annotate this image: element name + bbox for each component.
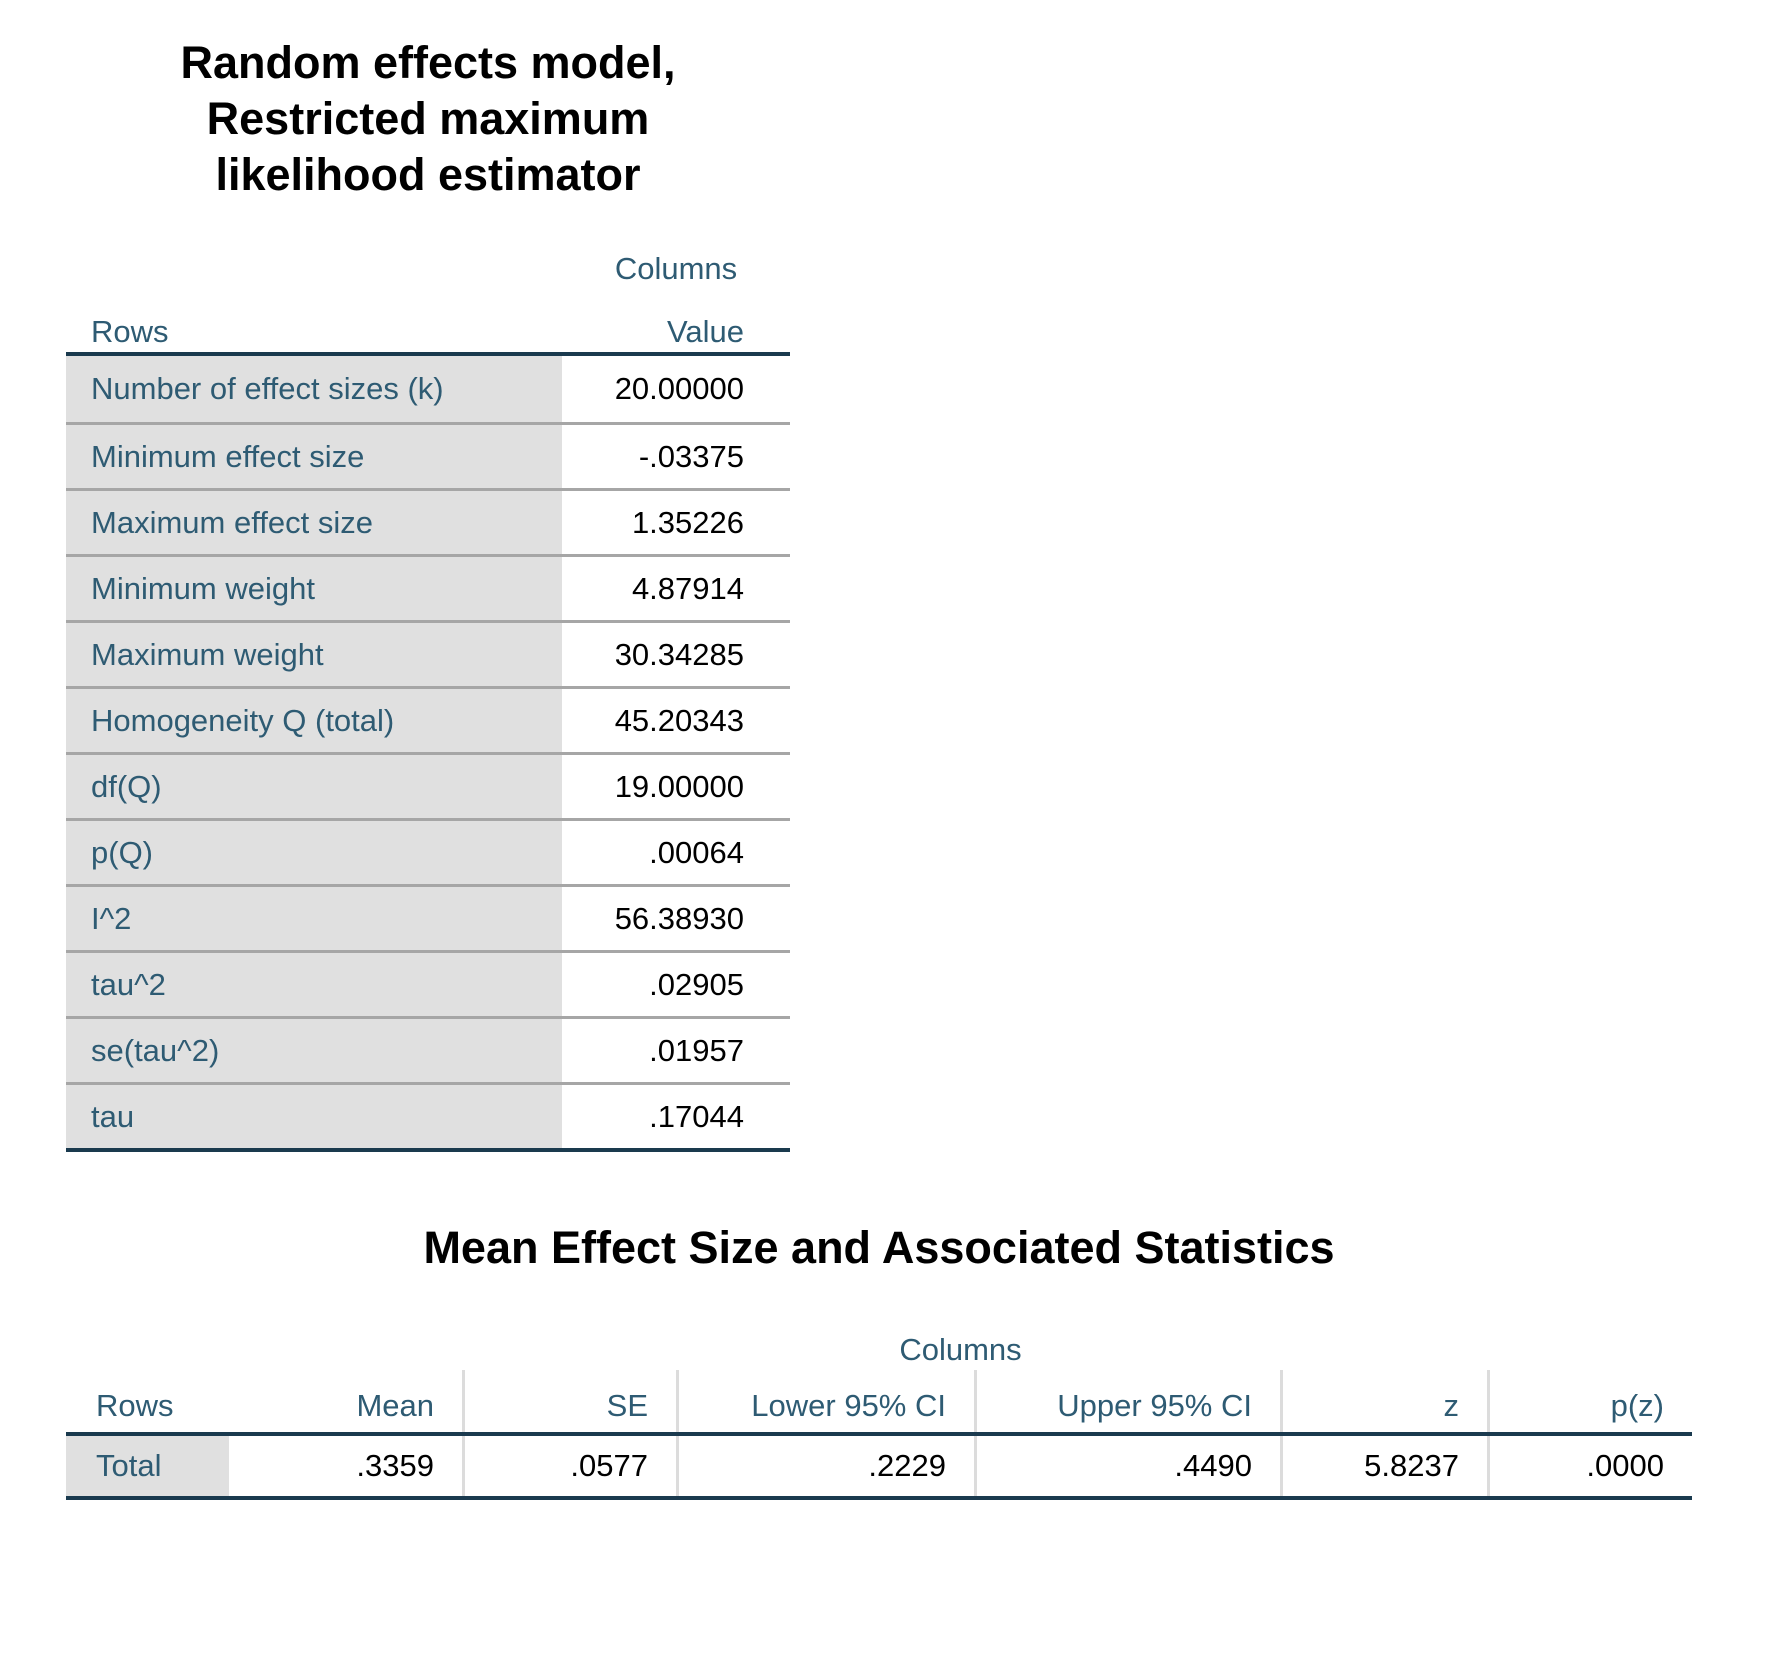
table-row: Homogeneity Q (total) 45.20343 bbox=[66, 686, 790, 752]
row-label-cell: Homogeneity Q (total) bbox=[66, 689, 562, 752]
table-row: Number of effect sizes (k) 20.00000 bbox=[66, 356, 790, 422]
total-pz-cell: .0000 bbox=[1487, 1436, 1692, 1496]
row-label-cell: se(tau^2) bbox=[66, 1019, 562, 1082]
row-label-cell: tau bbox=[66, 1085, 562, 1148]
column-header-lower-ci: Lower 95% CI bbox=[676, 1370, 974, 1432]
row-value-cell: -.03375 bbox=[638, 438, 744, 474]
table-row: tau^2 .02905 bbox=[66, 950, 790, 1016]
table-row: se(tau^2) .01957 bbox=[66, 1016, 790, 1082]
total-lower-ci-cell: .2229 bbox=[676, 1436, 974, 1496]
column-header-upper-ci: Upper 95% CI bbox=[974, 1370, 1280, 1432]
mean-effect-rows-header: Rows bbox=[96, 1388, 174, 1423]
table-row: Maximum weight 30.34285 bbox=[66, 620, 790, 686]
table-row: df(Q) 19.00000 bbox=[66, 752, 790, 818]
summary-title-line-2: Restricted maximum bbox=[206, 93, 650, 144]
summary-table-section: Random effects model, Restricted maximum… bbox=[66, 35, 790, 1152]
row-value-cell: .00064 bbox=[649, 834, 744, 870]
summary-subheader-row: Rows Value bbox=[66, 316, 790, 347]
row-value-cell: .02905 bbox=[649, 966, 744, 1002]
summary-table-title: Random effects model, Restricted maximum… bbox=[66, 35, 790, 203]
table-row: tau .17044 bbox=[66, 1082, 790, 1148]
summary-title-line-1: Random effects model, bbox=[180, 37, 676, 88]
summary-title-line-3: likelihood estimator bbox=[215, 149, 641, 200]
column-header-mean: Mean bbox=[356, 1388, 434, 1423]
mean-effect-columns-header: Columns bbox=[899, 1332, 1022, 1367]
mean-effect-header-row: Rows Mean SE Lower 95% CI Upper 95% CI z… bbox=[66, 1370, 1692, 1436]
row-value-cell: 19.00000 bbox=[614, 768, 744, 804]
column-header-z: z bbox=[1280, 1370, 1487, 1432]
total-mean-cell: .3359 bbox=[356, 1448, 434, 1483]
column-header-se: SE bbox=[462, 1370, 676, 1432]
table-row-total: Total .3359 .0577 .2229 .4490 5.8237 .00… bbox=[66, 1436, 1692, 1500]
summary-columns-header: Columns bbox=[614, 251, 738, 286]
row-label-cell: Maximum weight bbox=[66, 623, 562, 686]
row-value-cell: .01957 bbox=[649, 1032, 744, 1068]
table-row: Minimum effect size -.03375 bbox=[66, 422, 790, 488]
row-label-cell: Minimum effect size bbox=[66, 425, 562, 488]
row-value-cell: 45.20343 bbox=[614, 702, 744, 738]
row-value-cell: 1.35226 bbox=[631, 504, 744, 540]
table-row: Minimum weight 4.87914 bbox=[66, 554, 790, 620]
summary-rows-header: Rows bbox=[91, 314, 169, 349]
column-header-pz: p(z) bbox=[1487, 1370, 1692, 1432]
table-row: I^2 56.38930 bbox=[66, 884, 790, 950]
summary-table-body: Number of effect sizes (k) 20.00000 Mini… bbox=[66, 352, 790, 1152]
table-row: Maximum effect size 1.35226 bbox=[66, 488, 790, 554]
total-upper-ci-cell: .4490 bbox=[974, 1436, 1280, 1496]
statistics-output-page: Random effects model, Restricted maximum… bbox=[0, 35, 1765, 1658]
summary-value-column-header: Value bbox=[667, 314, 744, 349]
row-value-cell: .17044 bbox=[649, 1098, 744, 1134]
mean-effect-table-section: Mean Effect Size and Associated Statisti… bbox=[66, 1224, 1692, 1500]
total-se-cell: .0577 bbox=[462, 1436, 676, 1496]
row-label-cell: Number of effect sizes (k) bbox=[66, 356, 562, 422]
mean-effect-table-title: Mean Effect Size and Associated Statisti… bbox=[423, 1222, 1335, 1273]
row-label-cell: I^2 bbox=[66, 887, 562, 950]
row-value-cell: 4.87914 bbox=[631, 570, 744, 606]
row-label-cell: tau^2 bbox=[66, 953, 562, 1016]
table-row: p(Q) .00064 bbox=[66, 818, 790, 884]
row-label-cell: Total bbox=[66, 1436, 229, 1496]
row-label-cell: p(Q) bbox=[66, 821, 562, 884]
row-label-cell: df(Q) bbox=[66, 755, 562, 818]
row-value-cell: 20.00000 bbox=[614, 371, 744, 406]
row-value-cell: 56.38930 bbox=[614, 900, 744, 936]
row-label-cell: Maximum effect size bbox=[66, 491, 562, 554]
row-value-cell: 30.34285 bbox=[614, 636, 744, 672]
total-z-cell: 5.8237 bbox=[1280, 1436, 1487, 1496]
row-label-cell: Minimum weight bbox=[66, 557, 562, 620]
